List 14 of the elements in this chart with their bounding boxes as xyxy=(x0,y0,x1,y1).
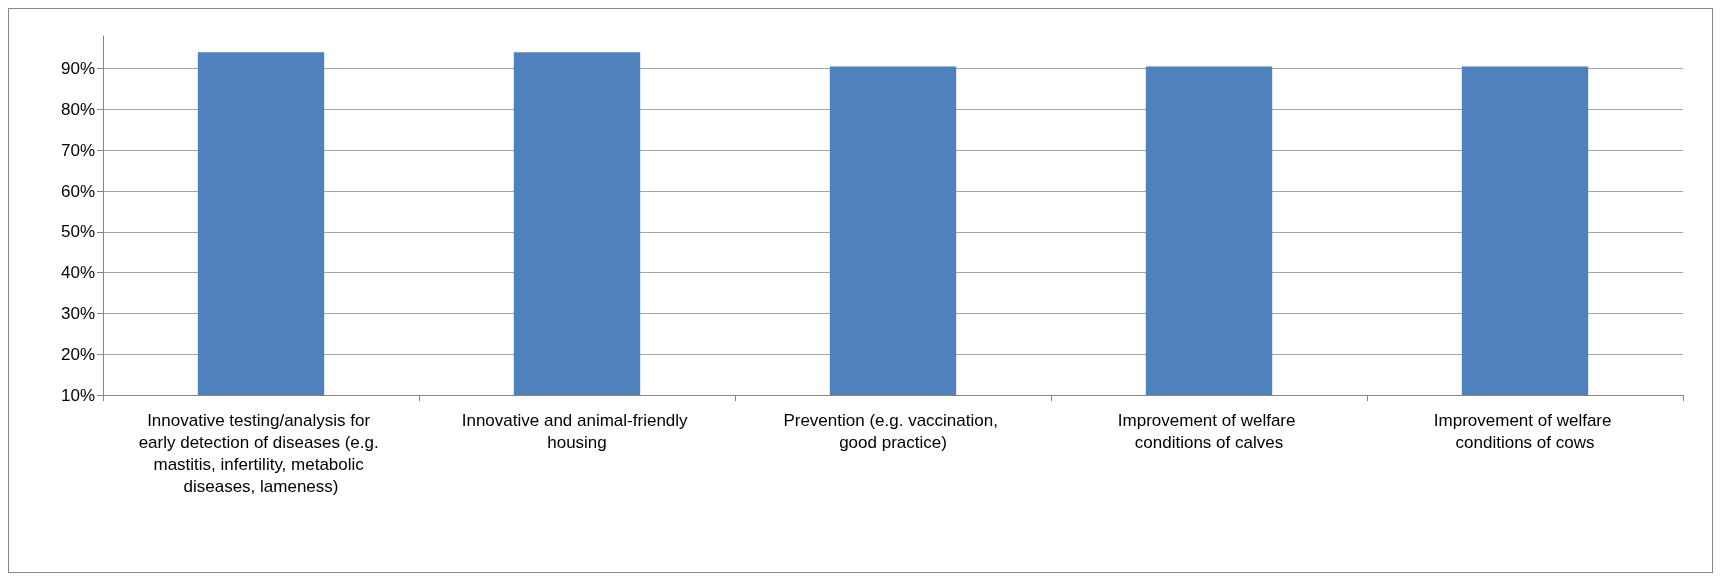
y-tick-label: 90% xyxy=(60,59,95,79)
x-tick-label: Improvement of welfare conditions of calves xyxy=(1117,410,1301,452)
y-tick-label: 70% xyxy=(60,140,95,160)
y-tick-label: 10% xyxy=(60,385,95,405)
x-tick-label: Innovative and animal-friendly housing xyxy=(461,410,693,452)
y-tick-label: 80% xyxy=(60,99,95,119)
y-tick-label: 50% xyxy=(60,222,95,242)
y-tick-label: 60% xyxy=(60,181,95,201)
y-tick-label: 20% xyxy=(60,344,95,364)
x-tick-label: Improvement of welfare conditions of cows xyxy=(1433,410,1617,452)
x-tick-label: Innovative testing/analysis for early detection of diseases (e.g. mastitis, infertility, metabolic diseases, lameness) xyxy=(138,410,384,496)
y-tick-label: 30% xyxy=(60,303,95,323)
y-tick-label: 40% xyxy=(60,263,95,283)
x-tick-label: Prevention (e.g. vaccination, good practice) xyxy=(783,410,1003,452)
